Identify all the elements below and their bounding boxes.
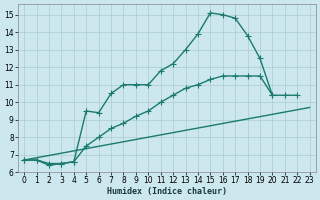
- X-axis label: Humidex (Indice chaleur): Humidex (Indice chaleur): [107, 187, 227, 196]
